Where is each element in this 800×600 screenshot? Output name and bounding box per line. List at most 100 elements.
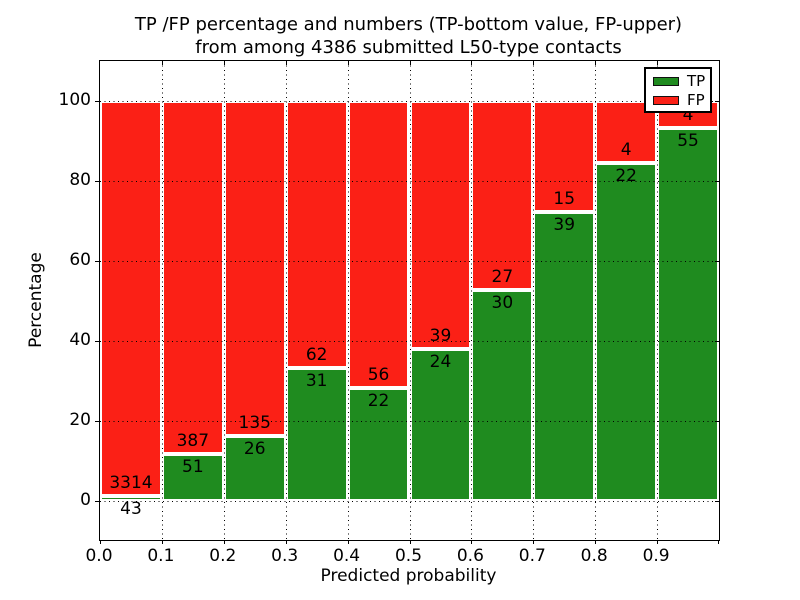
bar-segment-fp — [223, 101, 286, 437]
gridline-vertical — [347, 61, 349, 540]
x-tick-mark — [718, 540, 719, 544]
y-tick-label: 20 — [69, 410, 91, 430]
x-tick-mark-top — [285, 61, 287, 65]
y-tick-mark-right — [715, 421, 719, 422]
legend-label-tp: TP — [687, 72, 706, 90]
fp-count-label: 39 — [429, 325, 452, 346]
bar-segment-fp — [533, 101, 596, 213]
fp-count-label: 4 — [620, 139, 632, 160]
x-tick-mark — [347, 540, 349, 544]
gridline-vertical — [285, 61, 287, 540]
x-tick-label: 0.5 — [394, 546, 423, 566]
gridline-vertical — [657, 61, 659, 540]
bar-segment-tp — [471, 290, 534, 501]
tp-count-label: 22 — [367, 391, 390, 412]
fp-count-label: 56 — [367, 365, 390, 386]
x-tick-mark-top — [409, 61, 411, 65]
bar-segment-fp — [471, 101, 534, 291]
bar-segment-tp — [347, 388, 410, 501]
bar-segment-fp — [161, 101, 224, 455]
gridline-vertical — [471, 61, 473, 540]
x-tick-label: 0.4 — [333, 546, 361, 566]
x-tick-mark — [285, 540, 287, 544]
gridline-vertical — [595, 61, 597, 540]
tp-count-label: 24 — [429, 351, 452, 372]
x-tick-label: 0.0 — [85, 546, 113, 566]
tp-count-label: 31 — [305, 370, 328, 391]
y-tick-label: 0 — [80, 490, 91, 510]
bar-segment-tp — [161, 454, 224, 501]
tp-count-label: 22 — [615, 165, 637, 186]
y-tick-mark-right — [715, 181, 719, 182]
x-tick-mark — [409, 540, 411, 544]
fp-count-label: 387 — [176, 431, 210, 452]
x-tick-label: 0.6 — [456, 546, 484, 566]
bar-segment-fp — [285, 101, 348, 368]
x-tick-mark-top — [533, 61, 535, 65]
x-tick-mark-top — [161, 61, 163, 65]
fp-count-label: 135 — [238, 413, 271, 434]
bar-segment-fp — [409, 101, 472, 349]
x-tick-mark-top — [471, 61, 473, 65]
x-tick-mark — [471, 540, 473, 544]
y-tick-mark — [95, 101, 99, 102]
y-tick-mark — [95, 341, 99, 342]
x-tick-label: 0.7 — [518, 546, 546, 566]
tp-count-label: 26 — [243, 439, 266, 460]
x-tick-mark-top — [657, 61, 659, 65]
tp-count-label: 30 — [491, 293, 514, 314]
tp-count-label: 51 — [182, 457, 204, 478]
y-tick-mark — [95, 181, 99, 182]
plot-area: 3314 43 387 51 135 26 62 31 56 22 39 24 27 30 15 39 4 22 4… — [95, 60, 720, 544]
bar-segment-tp — [285, 367, 348, 501]
y-tick-mark-right — [715, 261, 719, 262]
x-tick-label: 0.1 — [147, 546, 175, 566]
legend: TP FP — [644, 67, 712, 113]
legend-label-fp: FP — [687, 91, 705, 109]
x-tick-mark — [595, 540, 597, 544]
x-tick-mark-top — [223, 61, 225, 65]
x-tick-mark — [223, 540, 225, 544]
y-tick-mark-right — [715, 501, 719, 502]
fp-count-label: 4 — [682, 105, 694, 126]
x-tick-mark — [161, 540, 163, 544]
fp-count-label: 15 — [553, 189, 576, 210]
x-tick-mark — [100, 540, 101, 544]
fp-count-label: 27 — [491, 267, 514, 288]
fp-legend-swatch-icon — [653, 96, 679, 105]
x-axis-label: Predicted probability — [320, 566, 497, 586]
gridline-vertical — [223, 61, 225, 540]
x-tick-mark — [533, 540, 535, 544]
x-tick-mark — [657, 540, 659, 544]
bar-segment-tp — [595, 162, 658, 501]
legend-entry-tp: TP — [653, 73, 710, 90]
y-tick-mark-right — [715, 341, 719, 342]
bar-segment-fp — [100, 101, 162, 496]
chart-title-line-2: from among 4386 submitted L50-type conta… — [195, 37, 622, 58]
tp-count-label: 55 — [677, 131, 699, 152]
y-tick-label: 60 — [69, 250, 91, 270]
fp-count-label: 3314 — [109, 472, 153, 493]
y-tick-mark — [95, 421, 99, 422]
legend-entry-fp: FP — [653, 92, 710, 109]
bar-segment-tp — [657, 128, 719, 501]
y-axis-label: Percentage — [26, 252, 46, 348]
x-tick-label: 0.9 — [642, 546, 670, 566]
bar-segment-fp — [347, 101, 410, 389]
x-tick-label: 0.2 — [209, 546, 237, 566]
x-tick-label: 0.8 — [580, 546, 608, 566]
bar-segment-tp — [100, 495, 162, 501]
y-tick-mark — [95, 261, 99, 262]
y-tick-mark — [95, 501, 99, 502]
x-tick-mark-top — [347, 61, 349, 65]
y-tick-mark-right — [715, 101, 719, 102]
x-tick-mark-top — [595, 61, 597, 65]
gridline-vertical — [409, 61, 411, 540]
tp-legend-swatch-icon — [653, 77, 679, 86]
gridline-vertical — [533, 61, 535, 540]
x-tick-label: 0.3 — [271, 546, 299, 566]
tp-count-label: 39 — [553, 215, 576, 236]
y-tick-label: 40 — [69, 330, 91, 350]
chart-title-line-1: TP /FP percentage and numbers (TP-bottom… — [134, 14, 683, 35]
